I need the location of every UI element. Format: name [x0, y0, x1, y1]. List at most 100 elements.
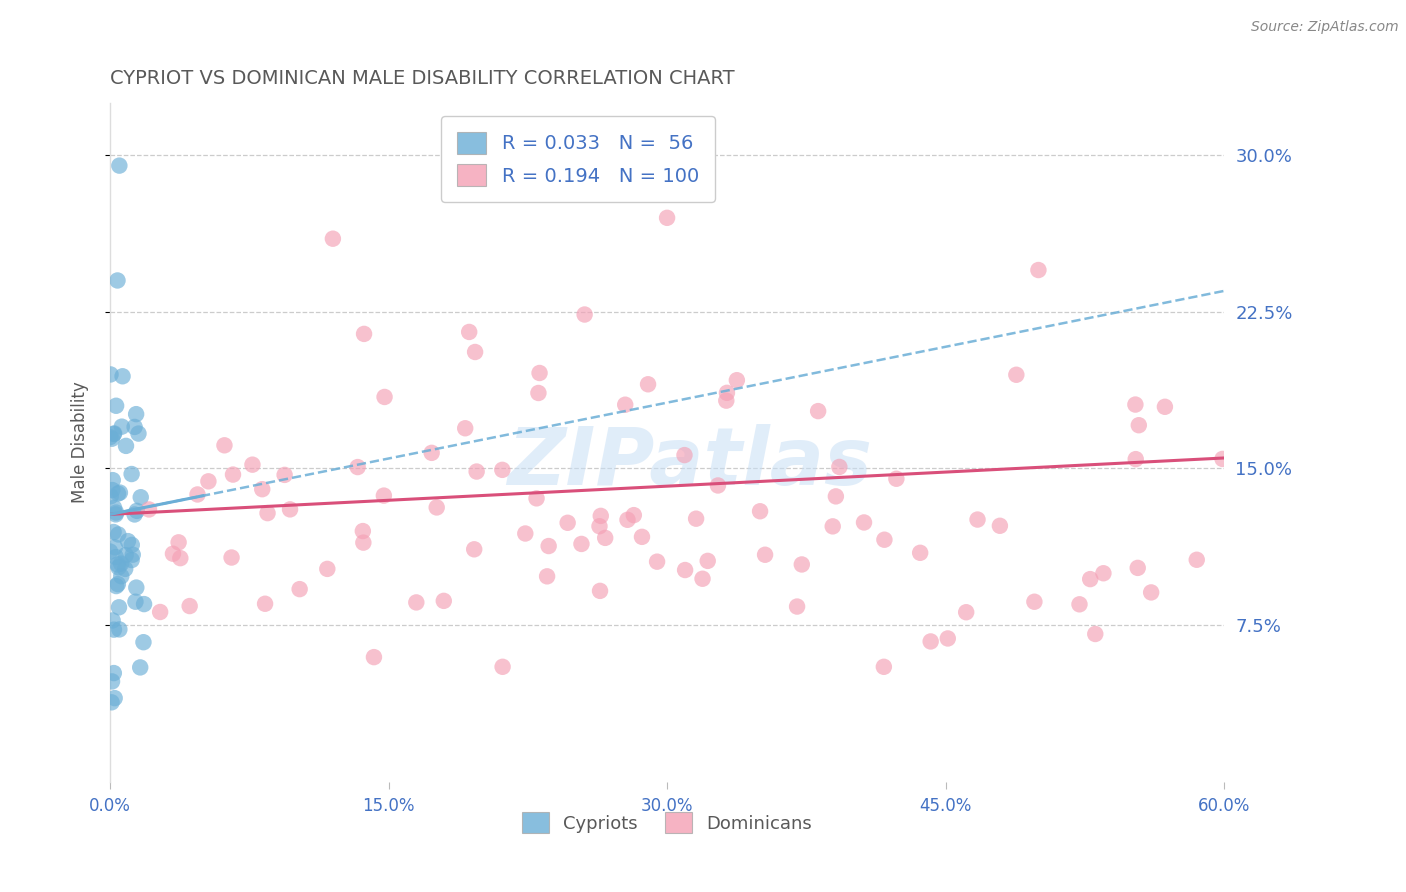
Point [588, 519, 610, 533]
Point [463, 542, 485, 557]
Point [100, 695, 122, 709]
Point [179, 599, 201, 613]
Point [107, 273, 129, 287]
Point [1185, 553, 1208, 567]
Point [288, 582, 311, 596]
Point [129, 490, 152, 504]
Point [132, 635, 155, 649]
Point [920, 634, 942, 648]
Point [1078, 572, 1101, 586]
Point [527, 386, 550, 401]
Point [104, 541, 127, 555]
Point [110, 557, 132, 571]
Point [169, 551, 191, 566]
Point [108, 600, 131, 615]
Point [121, 467, 143, 481]
Point [526, 491, 548, 506]
Point [420, 446, 443, 460]
Point [749, 504, 772, 518]
Point [124, 420, 146, 434]
Point [162, 547, 184, 561]
Point [101, 483, 124, 497]
Point [373, 489, 395, 503]
Point [873, 660, 896, 674]
Point [254, 597, 277, 611]
Point [458, 325, 481, 339]
Point [574, 308, 596, 322]
Point [107, 527, 129, 541]
Point [108, 159, 131, 173]
Point [692, 572, 714, 586]
Point [108, 485, 131, 500]
Point [754, 548, 776, 562]
Point [222, 467, 245, 482]
Point [124, 595, 146, 609]
Point [1154, 400, 1177, 414]
Point [529, 366, 551, 380]
Point [125, 581, 148, 595]
Point [214, 438, 236, 452]
Point [363, 650, 385, 665]
Point [115, 439, 138, 453]
Point [824, 489, 846, 503]
Point [114, 548, 136, 562]
Point [103, 666, 125, 681]
Point [1125, 398, 1147, 412]
Point [631, 530, 654, 544]
Point [696, 554, 718, 568]
Point [107, 577, 129, 591]
Point [465, 465, 488, 479]
Point [1024, 595, 1046, 609]
Point [1084, 627, 1107, 641]
Point [988, 518, 1011, 533]
Point [252, 482, 274, 496]
Point [908, 546, 931, 560]
Point [1028, 263, 1050, 277]
Point [716, 385, 738, 400]
Point [352, 524, 374, 538]
Legend: Cypriots, Dominicans: Cypriots, Dominicans [515, 805, 820, 840]
Point [454, 421, 477, 435]
Point [121, 553, 143, 567]
Point [101, 432, 124, 446]
Point [125, 504, 148, 518]
Point [936, 632, 959, 646]
Point [129, 660, 152, 674]
Point [557, 516, 579, 530]
Point [645, 555, 668, 569]
Point [1126, 561, 1149, 575]
Point [614, 398, 637, 412]
Point [103, 524, 125, 539]
Point [107, 558, 129, 572]
Point [98, 544, 121, 558]
Point [673, 448, 696, 462]
Point [125, 407, 148, 421]
Point [121, 548, 143, 562]
Point [790, 558, 813, 572]
Point [515, 526, 537, 541]
Point [716, 393, 738, 408]
Point [374, 390, 396, 404]
Point [138, 502, 160, 516]
Point [132, 597, 155, 611]
Point [197, 475, 219, 489]
Point [886, 472, 908, 486]
Point [685, 511, 707, 525]
Point [426, 500, 449, 515]
Point [828, 459, 851, 474]
Point [105, 399, 128, 413]
Point [593, 531, 616, 545]
Point [103, 426, 125, 441]
Point [100, 368, 122, 382]
Point [242, 458, 264, 472]
Point [853, 516, 876, 530]
Point [98, 430, 121, 444]
Text: Source: ZipAtlas.com: Source: ZipAtlas.com [1251, 20, 1399, 34]
Point [786, 599, 808, 614]
Text: ZIPatlas: ZIPatlas [508, 424, 872, 501]
Point [491, 463, 513, 477]
Point [955, 605, 977, 619]
Point [589, 583, 612, 598]
Point [821, 519, 844, 533]
Point [104, 550, 127, 565]
